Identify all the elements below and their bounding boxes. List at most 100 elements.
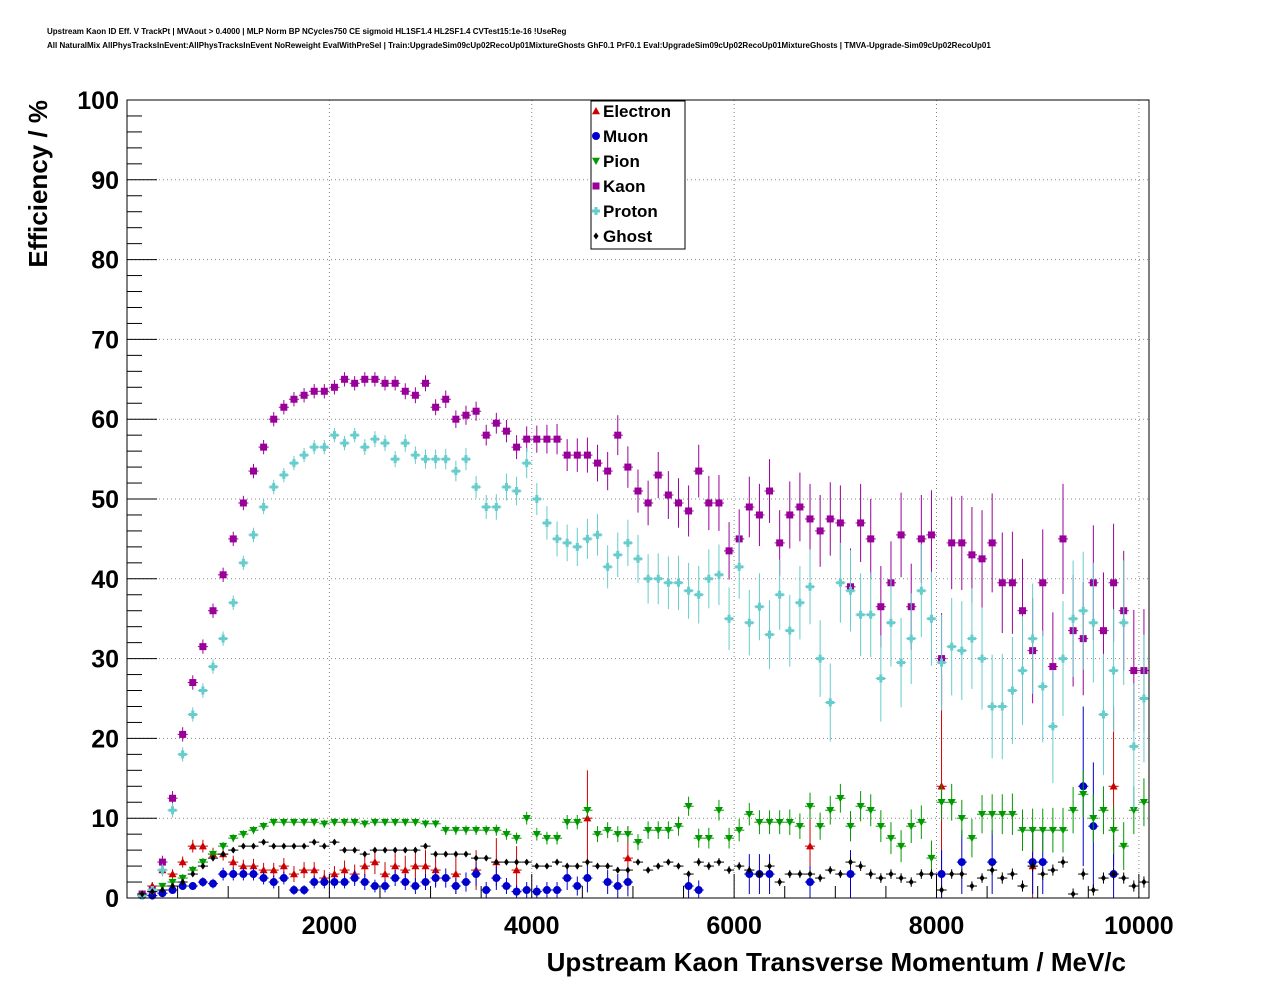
kaon-point [693, 444, 704, 498]
data-marker [1030, 862, 1036, 870]
data-marker [755, 511, 763, 519]
y-tick-label: 80 [91, 247, 119, 275]
data-marker [736, 862, 742, 870]
proton-point [744, 589, 755, 656]
pion-point [268, 818, 279, 827]
data-marker [868, 870, 874, 878]
data-marker [350, 874, 359, 883]
pion-point [511, 832, 522, 844]
data-marker [472, 826, 481, 835]
pion-point [966, 818, 977, 858]
proton-point [663, 556, 674, 610]
data-marker [947, 799, 956, 807]
data-marker [443, 850, 449, 858]
data-marker [269, 878, 278, 887]
electron-point [359, 855, 370, 877]
proton-point [177, 747, 188, 762]
proton-point [187, 707, 198, 722]
data-marker [1069, 614, 1078, 623]
data-marker [401, 818, 410, 827]
data-marker [391, 818, 400, 827]
data-marker [320, 820, 329, 828]
data-marker [806, 803, 815, 811]
ghost-point [653, 862, 664, 870]
ghost-point [683, 870, 694, 878]
muon-point [602, 870, 613, 895]
kaon-point [379, 376, 391, 391]
muon-point [410, 878, 421, 895]
pion-point [379, 818, 391, 827]
proton-point [835, 542, 846, 623]
data-marker [472, 870, 481, 879]
data-marker [898, 874, 904, 882]
ghost-point [582, 858, 593, 866]
data-marker [200, 862, 206, 870]
kaon-point [207, 603, 219, 618]
data-marker [300, 818, 309, 827]
data-marker [524, 858, 530, 866]
proton-point [349, 427, 360, 443]
pion-point [471, 825, 482, 835]
pion-point [288, 818, 300, 827]
data-marker [696, 858, 702, 866]
pion-point [450, 825, 461, 835]
ghost-point [643, 866, 654, 874]
data-marker [209, 607, 217, 615]
electron-point [187, 839, 198, 853]
data-marker [463, 850, 469, 858]
data-marker [776, 539, 784, 547]
data-marker [957, 815, 966, 823]
y-tick-label: 50 [91, 486, 119, 514]
pion-point [592, 826, 603, 843]
kaon-point [987, 493, 998, 593]
data-marker [1119, 618, 1128, 627]
pion-point [936, 784, 947, 820]
pion-point [501, 828, 512, 840]
data-marker [756, 870, 762, 878]
muon-point [349, 870, 360, 887]
data-marker [593, 830, 602, 839]
data-marker [451, 882, 460, 891]
data-marker [198, 842, 207, 850]
data-marker [704, 834, 713, 843]
data-marker [816, 822, 825, 831]
pion-point [248, 826, 259, 835]
data-marker [411, 862, 420, 870]
pion-point [278, 818, 289, 827]
ghost-point [137, 890, 148, 898]
data-marker [472, 407, 480, 415]
muon-point [430, 868, 441, 888]
electron-point [369, 850, 380, 875]
data-marker [564, 862, 570, 870]
data-marker [421, 862, 430, 870]
data-marker [523, 435, 531, 443]
data-marker [1111, 870, 1117, 878]
proton-point [329, 427, 340, 443]
data-marker [1100, 874, 1106, 882]
data-marker [391, 379, 399, 387]
data-marker [765, 818, 774, 827]
muon-point [501, 878, 512, 895]
data-marker [795, 598, 804, 607]
ghost-point [663, 858, 674, 866]
muon-point [521, 882, 532, 898]
data-marker [664, 578, 673, 587]
proton-point [602, 545, 613, 589]
proton-point [784, 594, 795, 667]
pion-point [551, 831, 563, 845]
kaon-point [299, 388, 310, 403]
data-marker [310, 387, 318, 395]
data-marker [968, 551, 976, 559]
proton-point [501, 473, 512, 501]
data-marker [320, 878, 329, 887]
data-marker [381, 379, 389, 387]
data-marker [797, 870, 803, 878]
data-marker [959, 870, 965, 878]
kaon-point [612, 415, 623, 456]
data-marker [917, 535, 925, 543]
proton-point [258, 499, 269, 515]
data-marker [411, 882, 420, 891]
data-marker [645, 866, 651, 874]
data-marker [320, 443, 329, 452]
data-marker [482, 826, 491, 835]
